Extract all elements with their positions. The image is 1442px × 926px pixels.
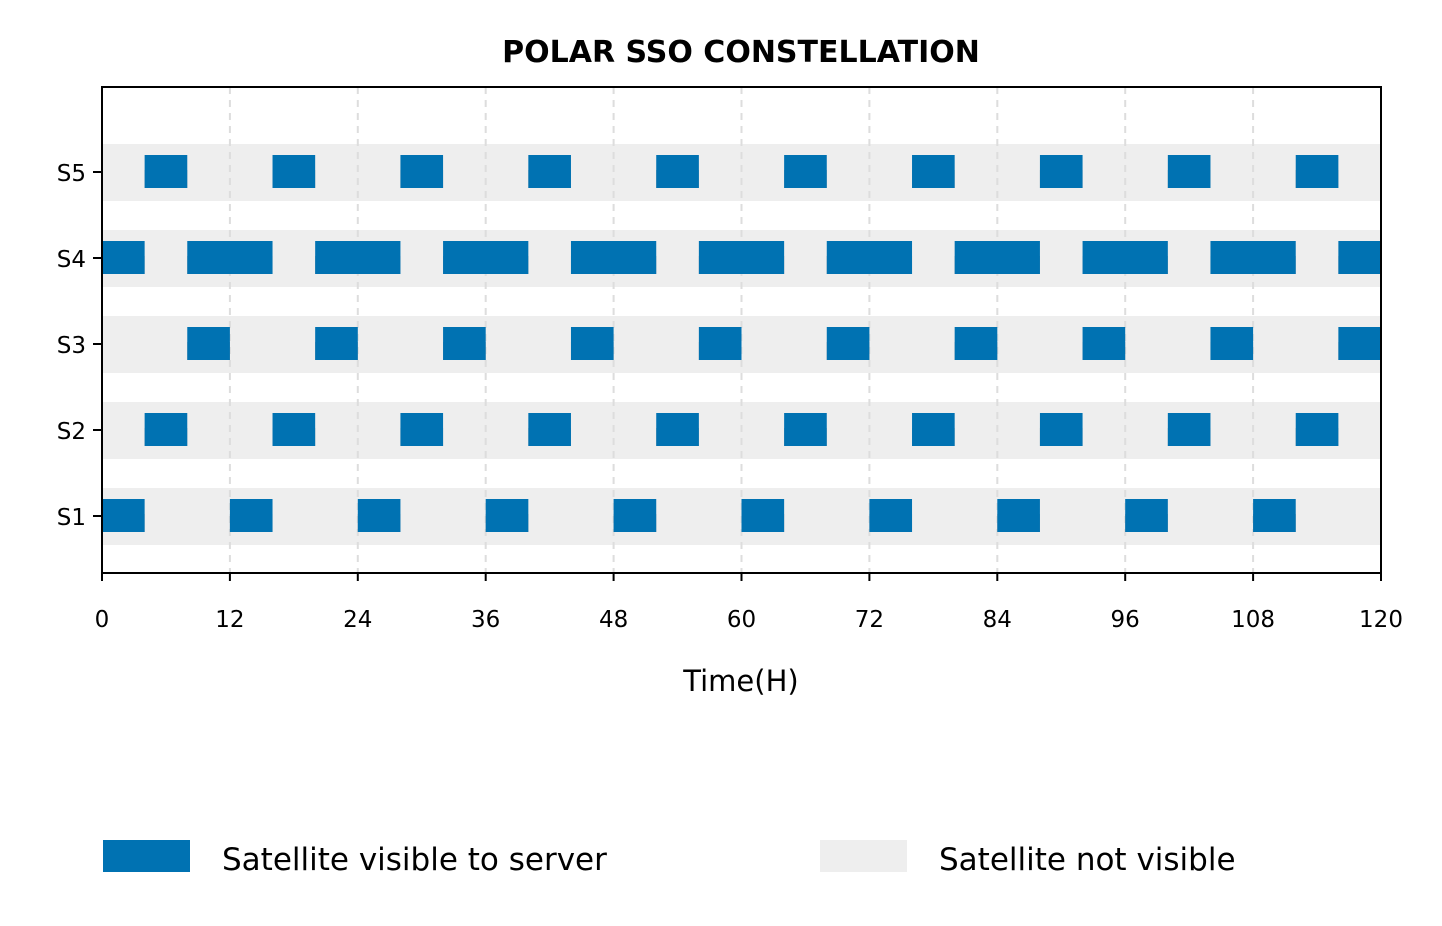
- visibility-bar-S3: [443, 327, 486, 360]
- x-tick-label: 36: [471, 607, 500, 633]
- visibility-bar-S1: [1125, 499, 1168, 532]
- visibility-bar-S4: [954, 241, 1040, 274]
- visibility-bar-S1: [229, 499, 273, 532]
- visibility-bar-S1: [869, 499, 913, 532]
- visibility-bar-S5: [1039, 155, 1083, 188]
- visibility-bar-S4: [570, 241, 657, 274]
- x-tick-label: 48: [599, 607, 628, 633]
- x-tick-label: 12: [215, 607, 244, 633]
- visibility-bar-S2: [784, 413, 827, 446]
- visibility-bar-S2: [272, 413, 316, 446]
- plot-area: 0 12 24 36 48 60 72 84 96 108 120 S1 S2 S3 S4 S5: [57, 86, 1403, 633]
- visibility-bar-S4: [826, 241, 913, 274]
- y-tick-label-S1: S1: [57, 505, 86, 531]
- visibility-bar-S2: [1039, 413, 1083, 446]
- visibility-bar-S5: [656, 155, 699, 188]
- x-tick-label: 0: [95, 607, 110, 633]
- visibility-bar-S5: [1295, 155, 1339, 188]
- y-tick-label-S3: S3: [57, 333, 86, 359]
- visibility-bar-S3: [1210, 327, 1254, 360]
- visibility-bar-S3: [315, 327, 358, 360]
- x-tick-label: 96: [1111, 607, 1140, 633]
- visibility-bar-S1: [102, 499, 145, 532]
- x-axis-label: Time(H): [682, 664, 798, 698]
- visibility-bar-S5: [400, 155, 444, 188]
- visibility-bar-S4: [698, 241, 785, 274]
- visibility-bar-S1: [613, 499, 657, 532]
- visibility-bar-S4: [443, 241, 529, 274]
- visibility-bar-S2: [1167, 413, 1211, 446]
- visibility-bar-S3: [954, 327, 998, 360]
- legend-swatch-visible: [103, 840, 190, 872]
- visibility-bar-S3: [570, 327, 614, 360]
- visibility-bar-S4: [1210, 241, 1296, 274]
- legend-label-visible: Satellite visible to server: [222, 842, 607, 878]
- y-tick-label-S5: S5: [57, 161, 86, 187]
- visibility-bar-S2: [1295, 413, 1339, 446]
- visibility-bar-S2: [144, 413, 188, 446]
- x-tick-label: 120: [1359, 607, 1403, 633]
- visibility-bar-S5: [272, 155, 316, 188]
- visibility-bar-S5: [784, 155, 827, 188]
- x-tick-label: 24: [343, 607, 372, 633]
- visibility-bar-S3: [826, 327, 870, 360]
- visibility-bar-S3: [1338, 327, 1381, 360]
- visibility-bar-S3: [1082, 327, 1126, 360]
- y-tick-label-S4: S4: [57, 247, 86, 273]
- chart-title: POLAR SSO CONSTELLATION: [502, 35, 980, 70]
- legend: Satellite visible to server Satellite no…: [103, 840, 1236, 878]
- legend-swatch-not-visible: [820, 840, 907, 872]
- visibility-bar-S4: [1082, 241, 1168, 274]
- visibility-bar-S1: [997, 499, 1040, 532]
- visibility-bar-S1: [485, 499, 529, 532]
- visibility-bar-S5: [144, 155, 188, 188]
- visibility-bar-S5: [1167, 155, 1211, 188]
- visibility-bar-S3: [698, 327, 742, 360]
- visibility-bar-S4: [315, 241, 401, 274]
- visibility-bar-S4: [187, 241, 273, 274]
- visibility-bar-S2: [528, 413, 571, 446]
- x-tick-label: 84: [983, 607, 1012, 633]
- x-tick-label: 60: [727, 607, 756, 633]
- visibility-bar-S4: [1338, 241, 1381, 274]
- visibility-bar-S5: [528, 155, 571, 188]
- x-tick-label: 108: [1231, 607, 1275, 633]
- visibility-bar-S4: [102, 241, 145, 274]
- visibility-bar-S5: [912, 155, 955, 188]
- visibility-bar-S3: [187, 327, 230, 360]
- visibility-bar-S2: [912, 413, 955, 446]
- y-tick-label-S2: S2: [57, 419, 86, 445]
- visibility-bar-S1: [741, 499, 785, 532]
- visibility-bar-S1: [357, 499, 401, 532]
- visibility-bar-S2: [656, 413, 699, 446]
- visibility-bar-S2: [400, 413, 444, 446]
- x-tick-label: 72: [855, 607, 884, 633]
- legend-label-not-visible: Satellite not visible: [939, 842, 1236, 878]
- visibility-bar-S1: [1253, 499, 1296, 532]
